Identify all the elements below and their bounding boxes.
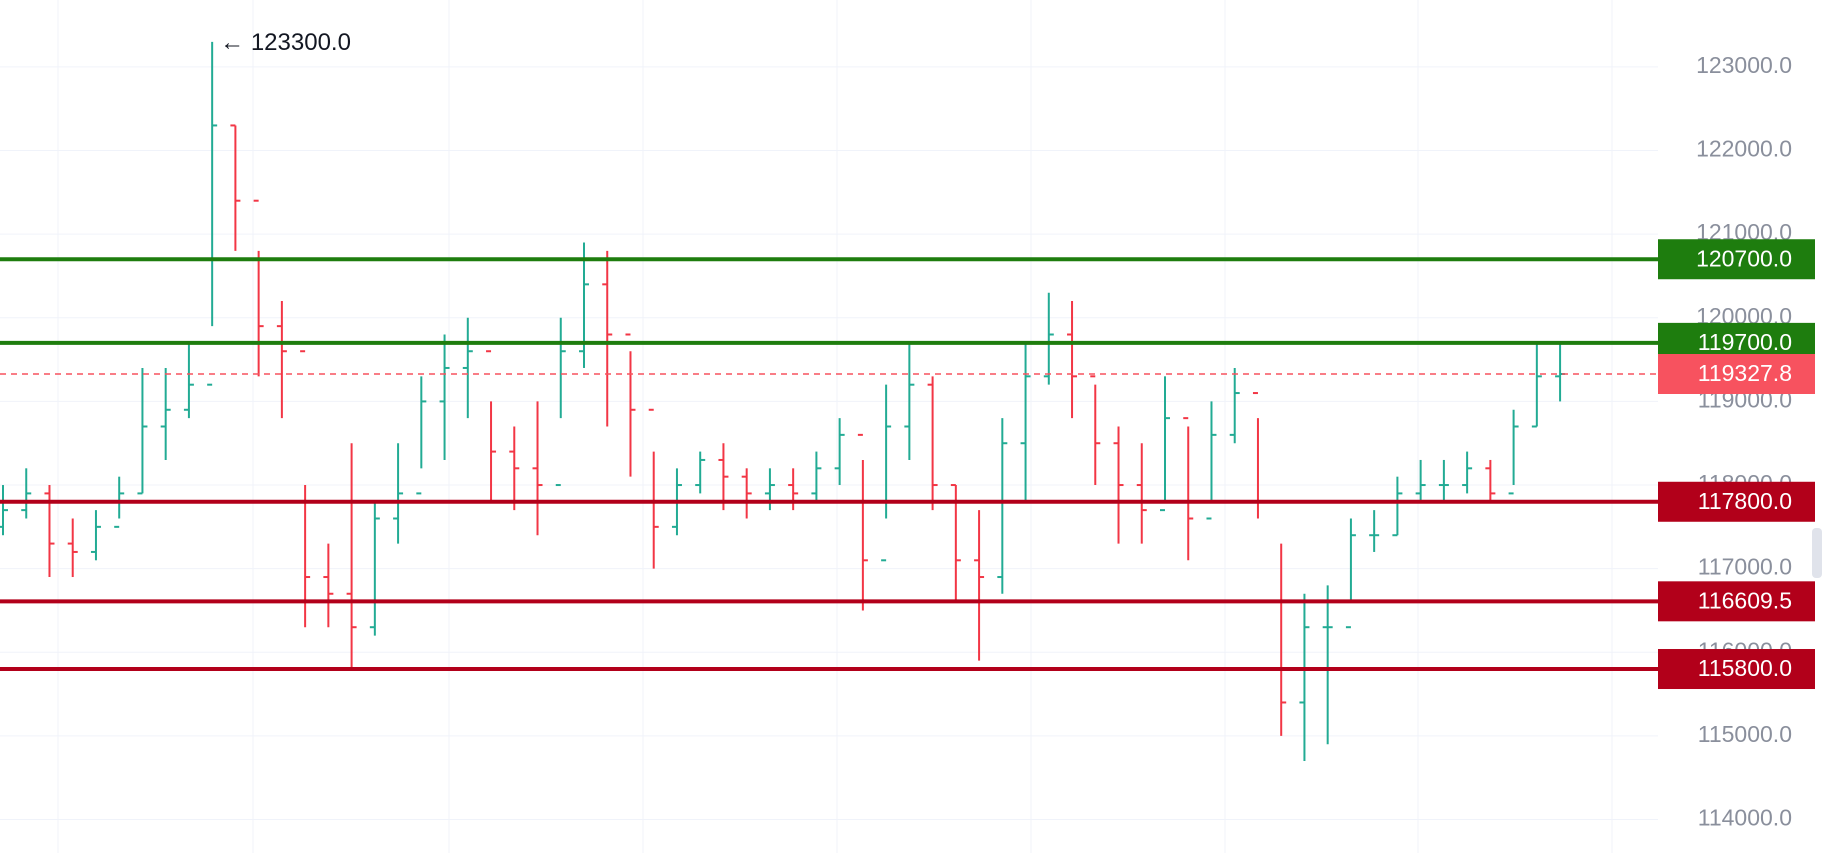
current-price-box [1658, 353, 1815, 394]
ohlc-bar [276, 301, 287, 419]
ohlc-bar [648, 408, 659, 569]
ohlc-bar [974, 510, 985, 661]
ohlc-bar [741, 468, 752, 519]
level-label-box [1658, 239, 1815, 280]
level-label: 120700.0 [1696, 245, 1792, 271]
scroll-handle[interactable] [1812, 528, 1822, 578]
ohlc-bar [230, 124, 241, 251]
ohlc-bar [997, 418, 1008, 594]
ohlc-bar [602, 250, 613, 427]
ohlc-bar [1415, 459, 1426, 502]
ohlc-bar [323, 543, 334, 628]
ohlc-bar [1183, 417, 1194, 561]
ohlc-bar [1206, 401, 1217, 520]
ohlc-bar [718, 443, 729, 511]
ohlc-bar [1252, 392, 1263, 519]
ohlc-bar [904, 342, 915, 460]
ohlc-bar [1160, 376, 1170, 512]
y-tick-label: 117000.0 [1698, 554, 1792, 580]
ohlc-bar [21, 468, 32, 519]
ohlc-bar [1299, 593, 1310, 762]
ohlc-bar [1369, 510, 1380, 552]
ohlc-bar [509, 426, 520, 511]
ohlc-bar [1438, 459, 1449, 502]
ohlc-bar [811, 451, 822, 502]
ohlc-bar [1090, 375, 1101, 486]
ohlc-bar [1392, 476, 1403, 537]
ohlc-bar [416, 376, 427, 495]
ohlc-bar [393, 443, 404, 544]
ohlc-bar [207, 41, 218, 386]
ohlc-bar [1531, 342, 1542, 428]
ohlc-bar [1322, 585, 1333, 745]
max-annotation: ← 123300.0 [220, 29, 351, 56]
y-tick-label: 114000.0 [1698, 805, 1792, 831]
ohlc-bar [1345, 518, 1356, 629]
ohlc-bar [0, 485, 8, 536]
ohlc-bar [486, 350, 497, 502]
ohlc-bar [462, 317, 473, 419]
ohlc-bar [1229, 367, 1240, 444]
ohlc-bar [183, 342, 194, 419]
ohlc-bar [579, 242, 589, 368]
ohlc-bar [927, 376, 938, 511]
ohlc-bar [1043, 292, 1054, 385]
ohlc-bar [532, 401, 543, 536]
ohlc-bar [44, 485, 55, 578]
ohlc-bar [555, 317, 566, 487]
y-tick-label: 122000.0 [1696, 136, 1792, 162]
ohlc-bar [67, 518, 78, 578]
ohlc-bar [1276, 500, 1287, 736]
level-label: 116609.5 [1698, 587, 1792, 613]
ohlc-bar [160, 367, 171, 460]
ohlc-bar [1020, 342, 1031, 502]
ohlc-bar [114, 476, 125, 528]
ohlc-bar [346, 443, 357, 670]
level-label-box [1658, 581, 1815, 622]
ohlc-bar [253, 199, 264, 377]
ohlc-bar [1485, 459, 1496, 502]
ohlc-bar [439, 334, 450, 460]
current-price-label: 119327.8 [1698, 360, 1792, 386]
ohlc-bar [1508, 409, 1519, 495]
ohlc-bar [625, 333, 636, 477]
ohlc-bar [1462, 451, 1473, 494]
ohlc-bar [695, 451, 706, 494]
level-label-box [1658, 649, 1815, 690]
ohlc-bar [1113, 426, 1124, 544]
ohlc-bar [1555, 342, 1566, 402]
level-label: 117800.0 [1698, 488, 1792, 514]
ohlc-bar [881, 384, 892, 562]
ohlc-bar [834, 418, 845, 486]
ohlc-bar [788, 468, 799, 511]
level-label: 119700.0 [1698, 329, 1792, 355]
ohlc-bar [90, 510, 101, 561]
ohlc-bar [369, 501, 380, 636]
vertical-grid [57, 0, 1613, 853]
ohlc-bar [1136, 443, 1147, 544]
level-label: 115800.0 [1698, 655, 1792, 681]
ohlc-bar [764, 468, 775, 511]
y-tick-label: 115000.0 [1698, 721, 1792, 747]
ohlc-bar [300, 350, 311, 628]
ohlc-bar [137, 367, 148, 495]
ohlc-bar [950, 484, 961, 603]
level-label-box [1658, 481, 1815, 522]
ohlc-bar [1067, 301, 1078, 419]
ohlc-bar [857, 433, 868, 611]
y-tick-label: 123000.0 [1696, 52, 1792, 78]
